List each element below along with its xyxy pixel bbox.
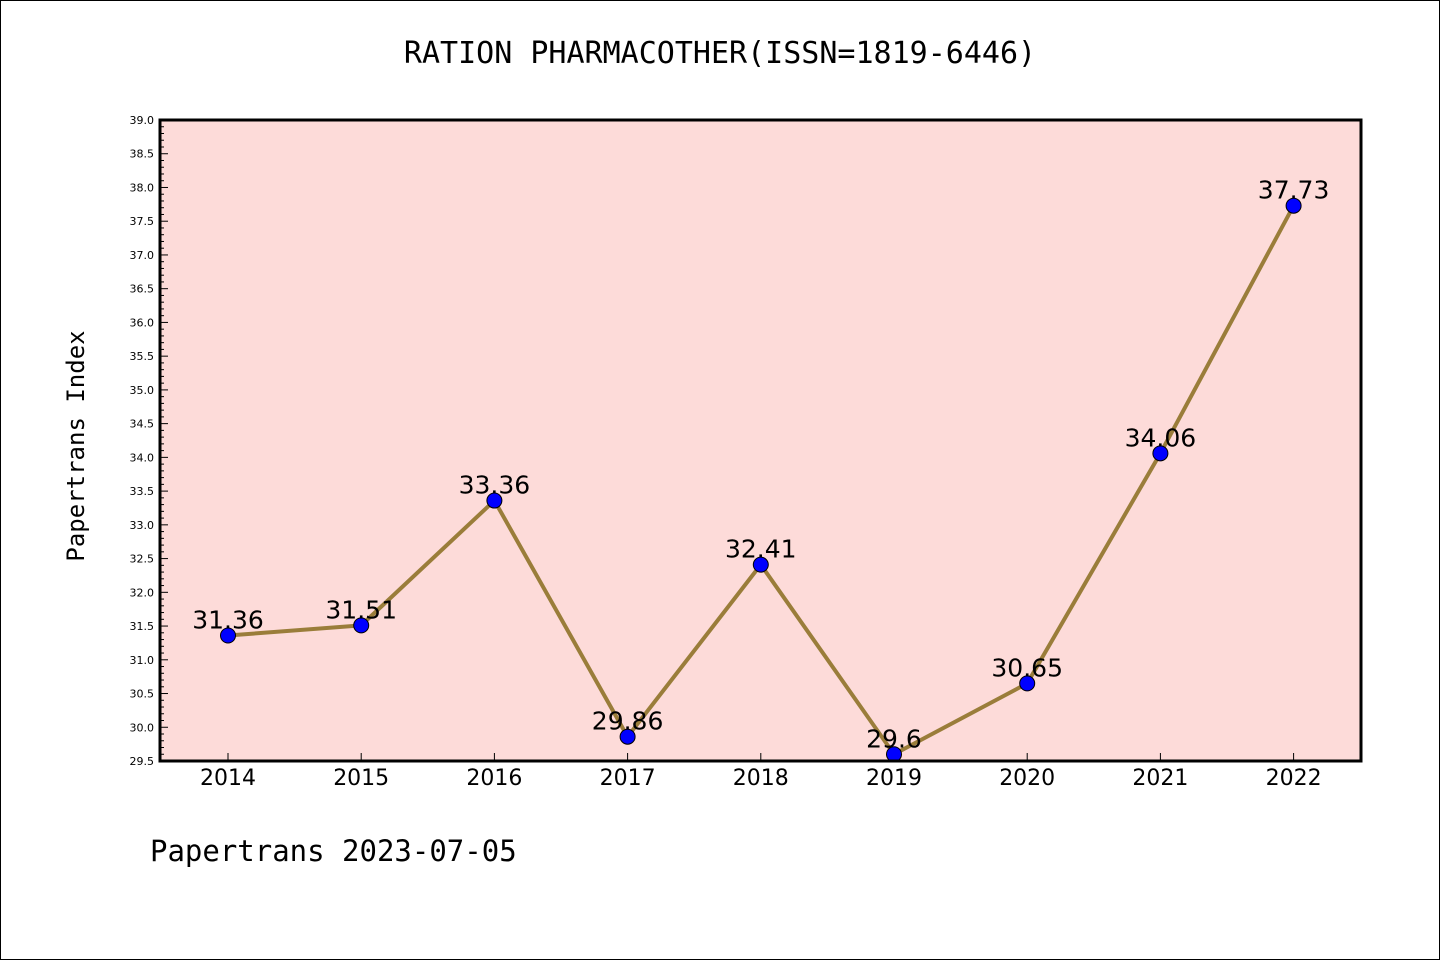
data-label: 29.86	[592, 707, 664, 736]
y-tick-label: 30.5	[130, 688, 155, 701]
y-tick-label: 38.0	[130, 181, 155, 194]
data-label: 34.06	[1125, 423, 1197, 452]
data-label: 31.51	[325, 595, 397, 624]
y-tick-label: 33.5	[130, 485, 155, 498]
plot-area	[160, 120, 1361, 761]
y-tick-label: 39.0	[130, 114, 155, 127]
footer-text: Papertrans 2023-07-05	[150, 834, 517, 868]
data-labels: 31.36 31.51 33.36 29.86 32.41 29.6 30.65 34.06 3…	[192, 176, 1329, 754]
y-tick-label: 35.5	[130, 350, 155, 363]
data-point	[486, 492, 503, 509]
data-label: 33.36	[459, 471, 531, 500]
y-tick-label: 32.0	[130, 586, 155, 599]
y-tick-label: 33.0	[130, 519, 155, 532]
y-tick-label: 38.5	[130, 148, 155, 161]
x-tick-label: 2022	[1266, 766, 1322, 791]
y-tick-label: 37.5	[130, 215, 155, 228]
y-tick-label: 36.0	[130, 316, 155, 329]
x-tick-label: 2019	[866, 766, 922, 791]
x-tick-label: 2014	[200, 766, 256, 791]
x-tick-label: 2017	[600, 766, 656, 791]
y-tick-label: 31.0	[130, 654, 155, 667]
y-tick-label: 32.5	[130, 553, 155, 566]
y-tick-label: 34.5	[130, 418, 155, 431]
y-tick-label: 35.0	[130, 384, 155, 397]
x-tick-label: 2021	[1132, 766, 1188, 791]
data-point	[1285, 197, 1302, 214]
data-point	[353, 617, 370, 634]
x-tick-label: 2020	[999, 766, 1055, 791]
data-point	[1152, 445, 1169, 462]
y-tick-label: 36.5	[130, 283, 155, 296]
plot-border	[158, 118, 1363, 763]
data-point	[619, 728, 636, 745]
data-point	[220, 627, 236, 644]
data-point	[752, 556, 769, 573]
y-tick-label: 34.0	[130, 451, 155, 464]
data-label: 31.36	[192, 605, 264, 634]
x-axis-ticks: 2014 2015 2016 2017 2018 2019 2020 2021 2022	[200, 753, 1322, 791]
chart-title: RATION PHARMACOTHER(ISSN=1819-6446)	[403, 36, 1037, 71]
y-tick-label: 31.5	[130, 620, 155, 633]
data-label: 37.73	[1258, 176, 1330, 205]
data-label: 29.6	[866, 724, 922, 753]
y-tick-label: 30.0	[130, 721, 155, 734]
y-tick-label: 37.0	[130, 249, 155, 262]
data-label: 30.65	[991, 653, 1063, 682]
data-point	[1019, 675, 1036, 692]
x-tick-label: 2015	[333, 766, 389, 791]
x-tick-label: 2016	[466, 766, 522, 791]
x-tick-label: 2018	[733, 766, 789, 791]
data-label: 32.41	[725, 535, 797, 564]
y-tick-label: 29.5	[130, 755, 155, 768]
